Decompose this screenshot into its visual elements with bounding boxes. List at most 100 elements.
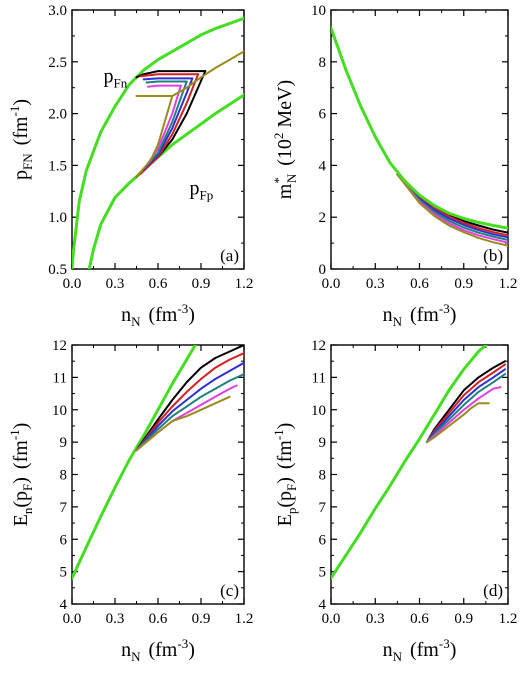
x-axis-label: nN (fm-3)	[383, 636, 457, 664]
series-line	[135, 384, 238, 452]
y-axis-label: En(pF)(fm-1)	[7, 423, 35, 527]
series-line	[135, 352, 244, 452]
curve-annotation: pFn	[104, 66, 128, 91]
x-tick-label: 1.2	[235, 611, 254, 627]
series-group	[331, 345, 506, 580]
series-line	[135, 50, 244, 178]
x-tick-label: 0.9	[192, 611, 211, 627]
x-tick-label: 0.0	[322, 276, 341, 292]
x-axis-label: nN (fm-3)	[383, 301, 457, 329]
curve-annotation: pFp	[190, 177, 214, 202]
y-tick-label: 10	[52, 403, 67, 419]
x-axis-label: nN (fm-3)	[121, 301, 195, 329]
x-tick-label: 0.9	[454, 611, 473, 627]
panel-label: (a)	[220, 246, 239, 265]
x-tick-label: 0.0	[63, 611, 82, 627]
series-line	[331, 26, 508, 230]
series-line	[139, 73, 200, 78]
y-tick-label: 0.5	[48, 262, 67, 278]
x-tick-label: 0.9	[192, 276, 211, 292]
y-tick-label: 6	[60, 532, 68, 548]
x-tick-label: 0.6	[410, 611, 429, 627]
y-tick-label: 12	[52, 338, 67, 354]
y-tick-label: 8	[319, 468, 327, 484]
series-line	[135, 373, 244, 452]
series-line	[145, 80, 188, 84]
y-tick-label: 2.5	[48, 55, 67, 71]
x-tick-label: 0.6	[149, 611, 168, 627]
y-tick-label: 4	[319, 597, 327, 613]
x-tick-label: 0.0	[63, 276, 82, 292]
y-tick-label: 2.0	[48, 107, 67, 123]
x-tick-label: 0.3	[106, 611, 125, 627]
series-line	[87, 93, 244, 269]
plot-frame	[330, 344, 509, 605]
y-tick-label: 4	[60, 597, 68, 613]
x-tick-label: 0.6	[410, 276, 429, 292]
y-tick-label: 0	[319, 262, 327, 278]
x-tick-label: 0.3	[106, 276, 125, 292]
y-tick-label: 11	[312, 370, 326, 386]
plot-frame	[71, 344, 245, 605]
series-line	[425, 402, 490, 444]
y-tick-label: 5	[60, 565, 68, 581]
y-tick-label: 1.5	[48, 158, 67, 174]
panel-label: (d)	[483, 581, 503, 600]
y-axis-label: Ep(pF)(fm-1)	[271, 423, 299, 527]
x-tick-label: 0.3	[366, 611, 385, 627]
y-tick-label: 6	[319, 532, 327, 548]
x-tick-label: 0.6	[149, 276, 168, 292]
series-line	[396, 173, 508, 239]
panel-a: 0.0 0.3 0.6 0.9 1.2 0.5 1.0 1.5 2.0 2.5 3.0 (a) pFn p…	[7, 3, 253, 329]
series-line	[396, 173, 508, 247]
series-line	[425, 368, 506, 444]
x-tick-label: 0.0	[322, 611, 341, 627]
y-tick-label: 9	[60, 435, 68, 451]
y-tick-label: 11	[53, 370, 67, 386]
series-group	[331, 26, 508, 247]
series-line	[425, 360, 506, 444]
x-tick-label: 1.2	[499, 276, 518, 292]
y-tick-label: 8	[60, 468, 68, 484]
series-line	[135, 345, 244, 452]
series-line	[396, 173, 508, 237]
y-tick-label: 7	[60, 500, 68, 516]
x-tick-label: 0.9	[454, 276, 473, 292]
panel-label: (b)	[483, 246, 503, 265]
series-line	[331, 345, 488, 580]
y-tick-label: 9	[319, 435, 327, 451]
y-tick-label: 7	[319, 500, 327, 516]
series-line	[142, 77, 194, 171]
panel-c: 0.0 0.3 0.6 0.9 1.2 4 5 6 7 8 9 10 11 12 (c) nN (fm-3) En…	[7, 338, 253, 664]
series-line	[72, 345, 197, 580]
y-tick-label: 10	[311, 3, 326, 19]
x-tick-label: 0.3	[366, 276, 385, 292]
series-line	[142, 77, 194, 81]
y-axis-label: m*N(102 MeV)	[271, 80, 299, 199]
y-tick-label: 2	[319, 210, 327, 226]
y-tick-label: 3.0	[48, 3, 67, 19]
series-line	[135, 395, 231, 452]
y-tick-label: 12	[311, 338, 326, 354]
y-tick-label: 4	[319, 158, 327, 174]
series-group	[72, 16, 244, 269]
x-tick-label: 1.2	[235, 276, 254, 292]
panel-d: 0.0 0.3 0.6 0.9 1.2 4 5 6 7 8 9 10 11 12 (d) nN (fm-3) Ep…	[271, 338, 517, 664]
y-tick-label: 6	[319, 107, 327, 123]
series-line	[396, 173, 508, 241]
series-line	[425, 363, 506, 444]
series-line	[135, 361, 244, 452]
series-line	[425, 373, 506, 444]
x-tick-label: 1.2	[499, 611, 518, 627]
x-axis-label: nN (fm-3)	[121, 636, 195, 664]
series-group	[72, 345, 244, 580]
y-tick-label: 5	[319, 565, 327, 581]
series-line	[139, 73, 200, 175]
series-line	[72, 16, 244, 269]
y-tick-label: 8	[319, 55, 327, 71]
y-tick-label: 1.0	[48, 210, 67, 226]
y-axis-label: pFN(fm-1)	[7, 99, 35, 180]
y-tick-label: 10	[311, 403, 326, 419]
panel-b: 0.0 0.3 0.6 0.9 1.2 0 2 4 6 8 10 (b) nN (fm-3) m*N(102…	[271, 3, 517, 329]
